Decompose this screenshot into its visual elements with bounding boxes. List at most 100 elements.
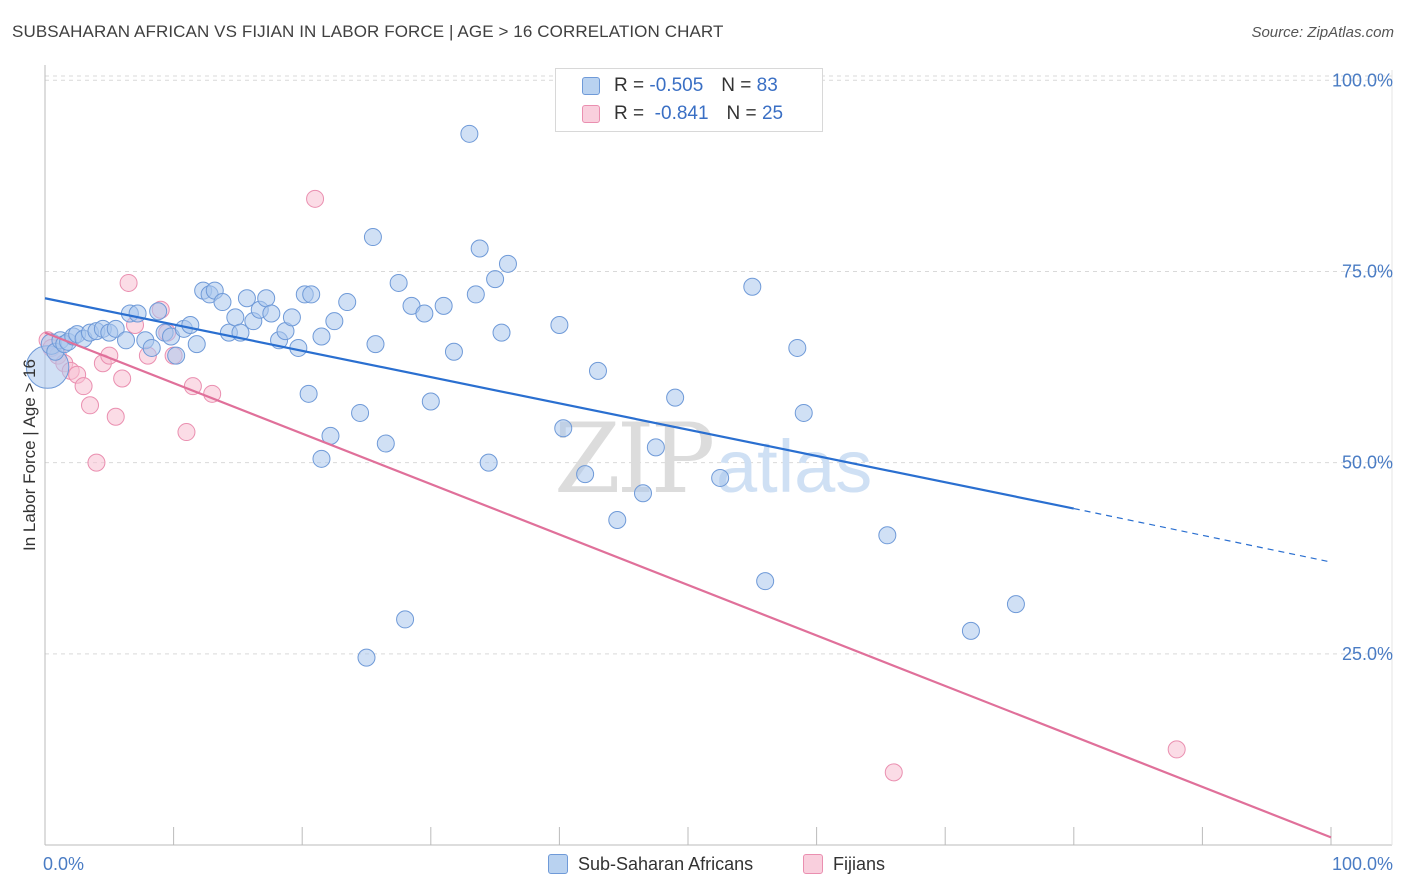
legend-n-label: N = [721,75,752,96]
fijian-point [87,453,106,472]
subsaharan-point [711,468,730,487]
fijian-point [74,377,93,396]
axes [44,65,1393,846]
legend-r-value: -0.505 [649,75,704,96]
fijian-point [1167,740,1186,759]
subsaharan-point [878,526,897,545]
y-tick-label: 25.0% [1342,644,1393,664]
subsaharan-point [608,511,627,529]
subsaharan-point [743,277,762,296]
subsaharan-point [257,289,276,308]
subsaharan-point [479,453,498,472]
subsaharan-point [351,403,370,422]
subsaharan-point [460,124,479,143]
fijian-point [113,369,132,388]
subsaharan-point [492,323,511,342]
subsaharan-point [633,484,652,503]
fijian-point [306,189,325,208]
subsaharan-point [498,254,517,273]
subsaharan-point [302,285,321,304]
y-axis-label: In Labor Force | Age > 16 [20,359,39,551]
subsaharan-point [299,384,318,403]
subsaharan-point [213,293,232,312]
subsaharan-point [415,304,434,323]
subsaharan-point [363,228,382,247]
subsaharan-point [1006,595,1025,614]
subsaharan-point [312,449,331,468]
subsaharan-point [312,327,331,346]
legend-swatch-blue [548,854,568,874]
legend-n-value: 25 [761,103,784,124]
legend-row-subsaharan: R = -0.505 N = 83 [582,73,778,99]
fijian-trend-line [44,331,1332,839]
subsaharan-point [466,285,485,304]
legend-item-fijian[interactable]: Fijians [803,852,885,876]
subsaharan-point [366,335,385,354]
subsaharan-point [666,388,685,407]
grid-lines [45,75,1392,655]
subsaharan-point [262,304,281,323]
subsaharan-point [338,293,357,312]
trend-lines [44,297,1332,839]
subsaharan-point [486,270,505,289]
subsaharan-point [181,316,200,334]
subsaharan-point [794,403,813,422]
subsaharan-point [588,361,607,380]
subsaharan-point [554,419,573,438]
subsaharan-point [282,308,301,327]
watermark: ZIP atlas [554,403,872,515]
subsaharan-point [376,434,395,453]
subsaharan-point [226,308,245,327]
legend-r-label: R = [614,103,645,124]
subsaharan-point [389,273,408,292]
subsaharan-point [646,438,665,457]
subsaharan-point [444,342,463,361]
watermark-zip: ZIP [554,403,713,515]
fijian-point [177,423,196,442]
fijian-point [106,407,125,426]
y-tick-label: 50.0% [1342,453,1393,473]
subsaharan-trend-extension [1073,507,1332,563]
legend-row-fijian: R = -0.841 N = 25 [582,101,783,127]
subsaharan-point [756,572,775,591]
subsaharan-point [576,465,595,484]
legend-n-value: 83 [756,75,778,96]
subsaharan-point [117,331,136,350]
chart-title: SUBSAHARAN AFRICAN VS FIJIAN IN LABOR FO… [12,22,724,41]
legend-swatch-pink [803,854,823,874]
subsaharan-point [421,392,440,411]
subsaharan-point [788,338,807,357]
fijian-point [81,396,100,415]
subsaharan-point [396,610,415,629]
subsaharan-point [167,346,186,365]
watermark-atlas: atlas [716,425,872,508]
subsaharan-point [550,316,569,334]
y-tick-label: 100.0% [1332,70,1393,90]
x-tick-label: 100.0% [1332,854,1393,874]
fijian-point [119,273,138,292]
subsaharan-point [434,296,453,315]
subsaharan-point [142,338,161,357]
legend-label-fijian: Fijians [833,853,886,874]
legend-swatch-blue [582,77,600,95]
subsaharan-point [357,648,376,667]
subsaharan-point [149,302,168,321]
subsaharan-point [106,319,125,338]
subsaharan-point [961,621,980,640]
subsaharan-trend-line [44,297,1075,510]
legend-r-label: R = [614,75,645,96]
legend-swatch-pink [582,105,600,123]
subsaharan-point [237,289,256,308]
y-tick-label: 75.0% [1342,261,1393,281]
correlation-legend: R = -0.505 N = 83 R = -0.841 N = 25 [555,68,823,132]
legend-r-value: -0.841 [654,103,709,124]
legend-label-subsaharan: Sub-Saharan Africans [578,853,754,874]
subsaharan-points [25,124,1025,667]
legend-n-label: N = [726,103,757,124]
legend-item-subsaharan[interactable]: Sub-Saharan Africans [548,852,753,876]
source-label: Source: ZipAtlas.com [1251,24,1394,41]
fijian-point [884,763,903,782]
x-tick-label: 0.0% [43,854,84,874]
subsaharan-point [470,239,489,258]
